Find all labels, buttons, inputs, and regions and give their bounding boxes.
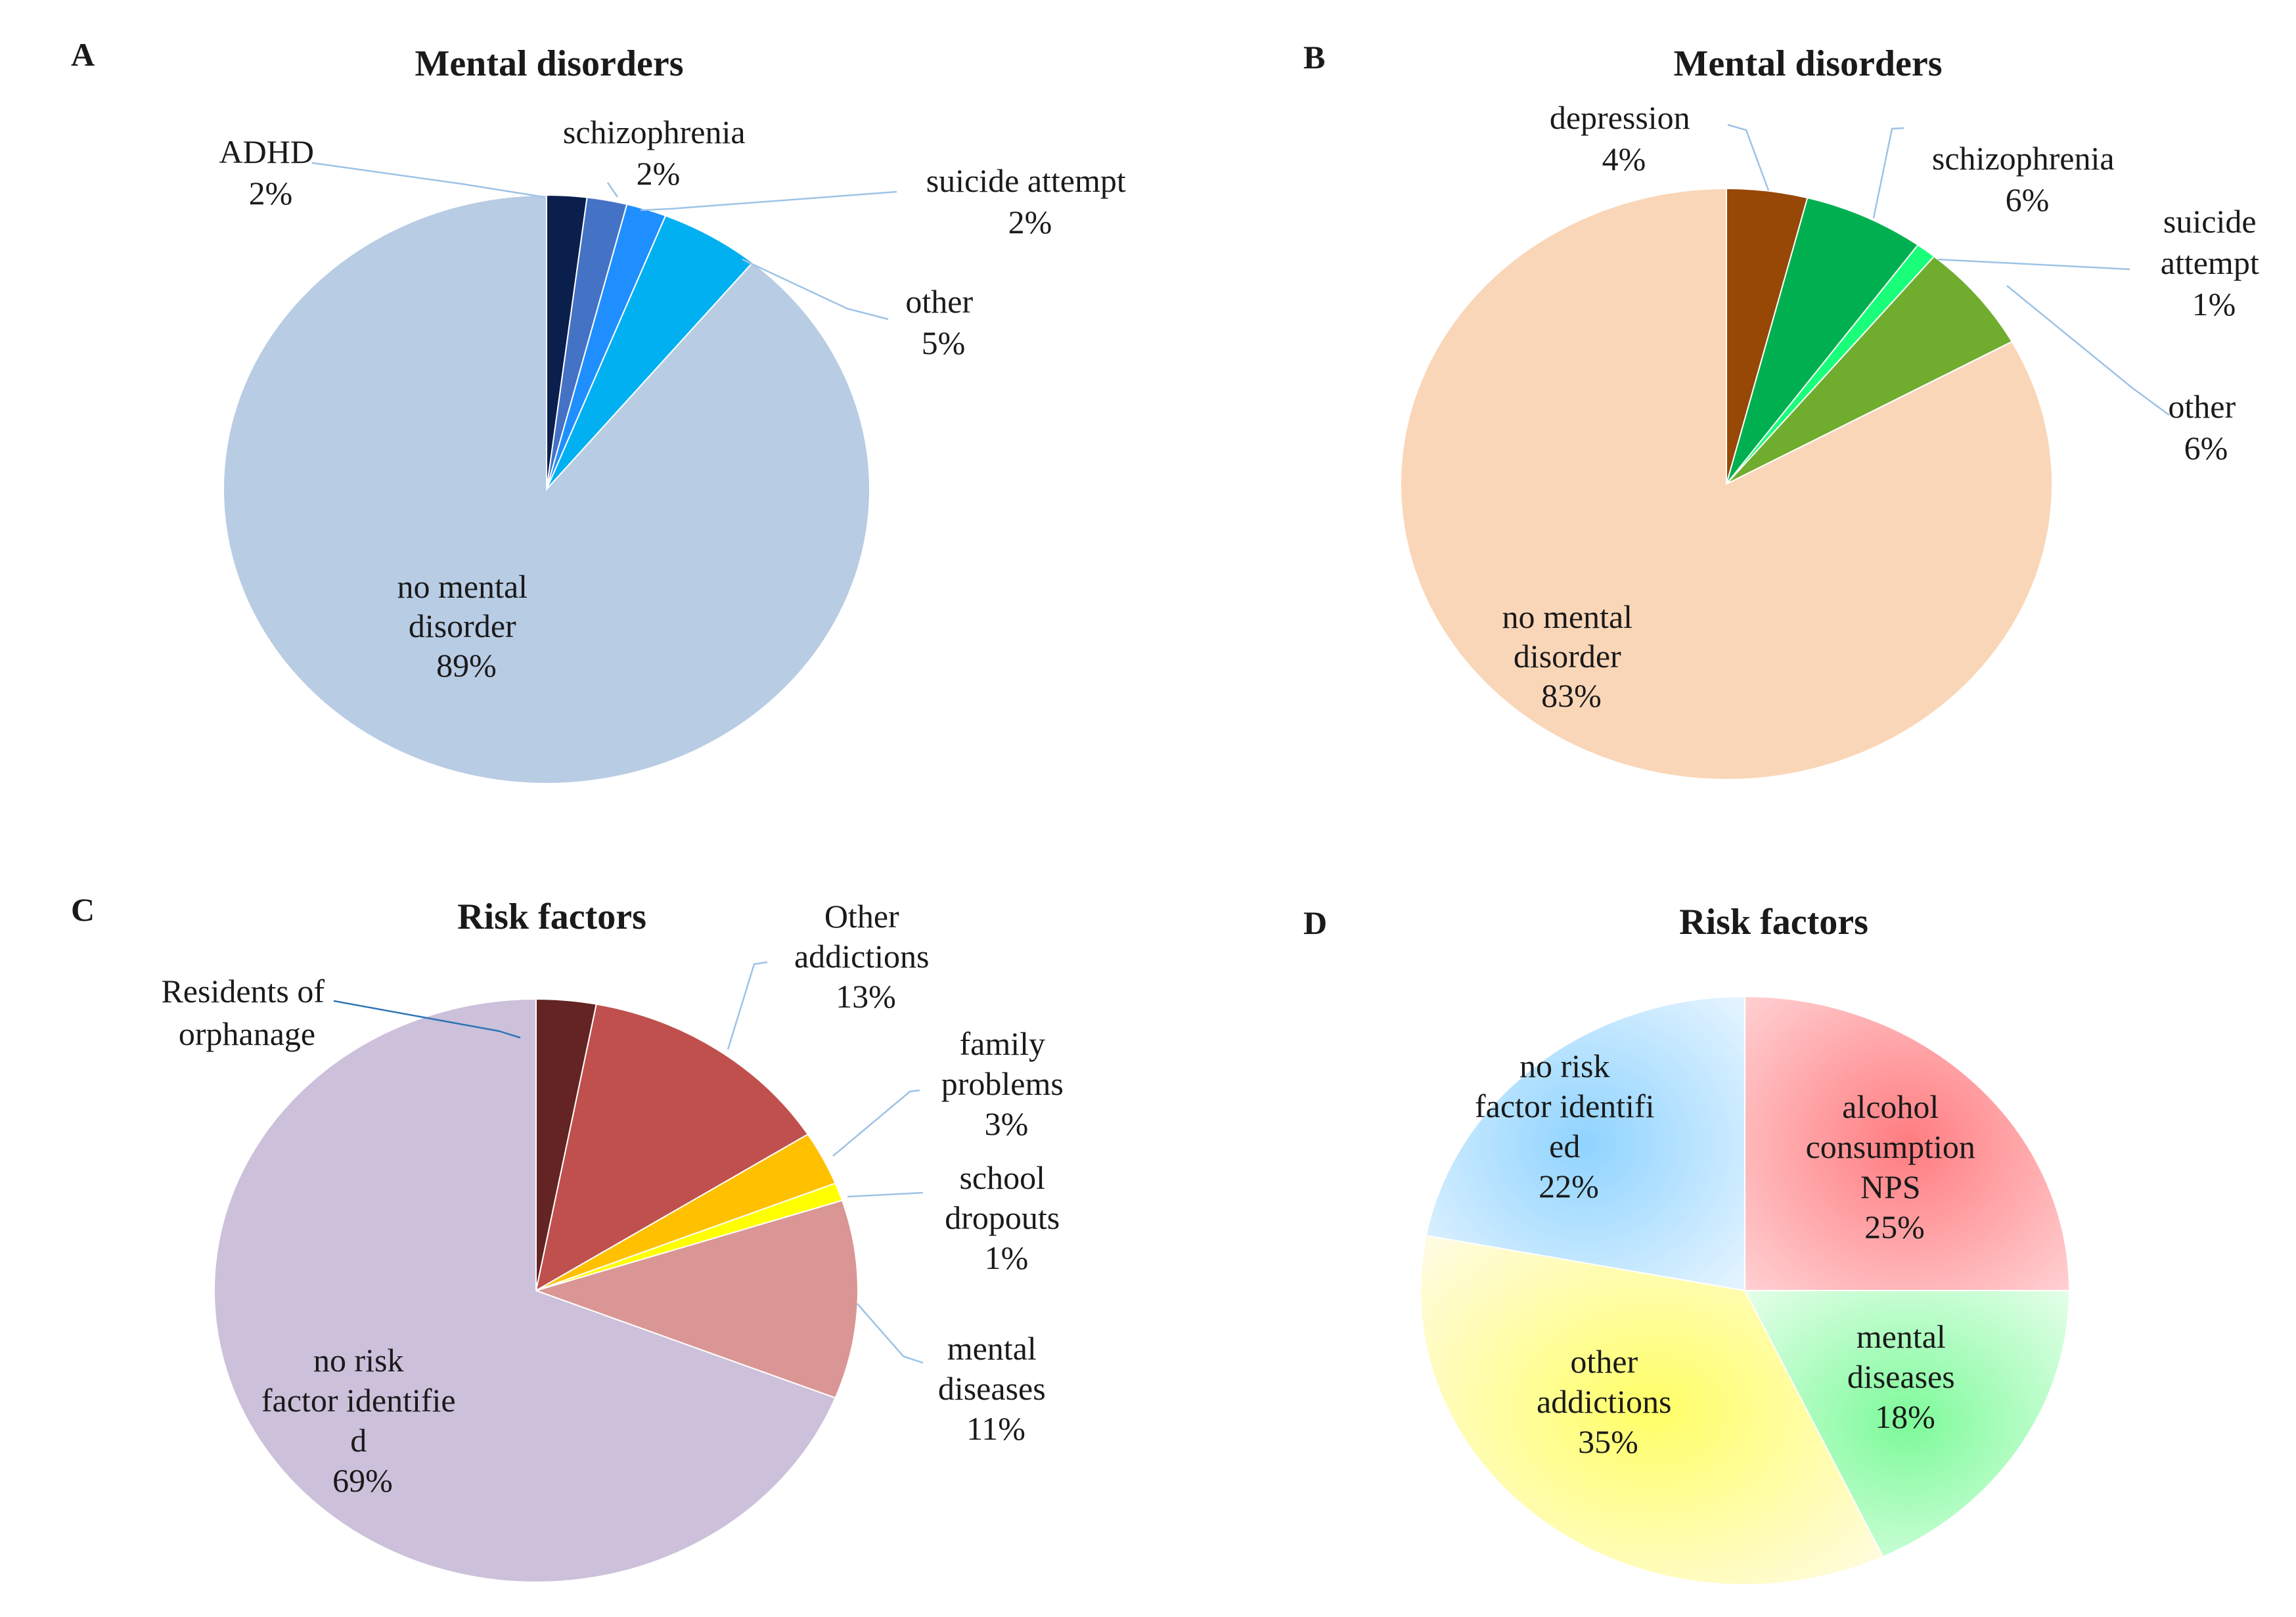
pie-slice-d-none bbox=[1425, 995, 1745, 1292]
pie-slices-d bbox=[1420, 995, 2071, 1585]
leader-line-suicide-b bbox=[1937, 258, 2130, 271]
chart-title-d: Risk factors bbox=[1679, 902, 1868, 942]
leader-line-orphanage bbox=[333, 1000, 521, 1039]
leader-line-adhd bbox=[311, 162, 545, 198]
pie-slice-c-none bbox=[214, 998, 836, 1583]
panel-letter-c: C bbox=[71, 891, 95, 928]
slice-label-alcohol: alcohol consumption NPS 25% bbox=[1806, 1088, 1984, 1245]
slice-label-suicide-b: suicide attempt 1% bbox=[2161, 203, 2267, 322]
pie-slice-c-addictions bbox=[535, 1003, 809, 1292]
slice-label-schizophrenia-b: schizophrenia 6% bbox=[1932, 140, 2123, 218]
panel-c: C Risk factors Residents of orphanage Ot… bbox=[71, 891, 1072, 1583]
pie-slice-d-mental bbox=[1744, 1290, 2071, 1558]
pie-slices-a bbox=[223, 194, 870, 784]
pie-slice-b-none bbox=[1400, 187, 2053, 780]
pie-slice-c-mental bbox=[533, 1199, 859, 1399]
chart-title-b: Mental disorders bbox=[1673, 43, 1942, 84]
slice-label-orphanage: Residents of orphanage bbox=[161, 973, 332, 1052]
pie-slice-d-alcohol bbox=[1744, 995, 2071, 1291]
slice-label-mental-c: mental diseases 11% bbox=[938, 1330, 1054, 1447]
slice-label-none-c: no risk factor identifie d 69% bbox=[261, 1342, 464, 1499]
chart-title-a: Mental disorders bbox=[415, 43, 683, 84]
pie-slice-a-other bbox=[546, 215, 754, 490]
panel-letter-a: A bbox=[71, 36, 95, 73]
chart-title-c: Risk factors bbox=[457, 897, 646, 937]
leader-line-other-a bbox=[742, 258, 889, 321]
panel-letter-d: D bbox=[1303, 904, 1327, 941]
slice-label-mental-d: mental diseases 18% bbox=[1847, 1318, 1963, 1435]
panel-d: D Risk factors alcohol consumption NPS 2… bbox=[1303, 902, 2071, 1585]
slice-label-other-addictions-c: Other addictions 13% bbox=[794, 898, 937, 1015]
slice-label-other-a: other 5% bbox=[905, 283, 981, 361]
leader-line-dropouts bbox=[847, 1191, 924, 1198]
pie-slices-c bbox=[214, 998, 859, 1583]
slice-label-other-b: other 6% bbox=[2168, 388, 2243, 466]
slice-label-family: family problems 3% bbox=[941, 1025, 1072, 1142]
pie-slice-b-schizophrenia bbox=[1726, 196, 1920, 485]
slice-label-adhd: ADHD 2% bbox=[219, 133, 323, 211]
slice-label-suicide-a: suicide attempt 2% bbox=[926, 162, 1135, 240]
pie-slices-b bbox=[1400, 187, 2053, 780]
slice-label-dropouts: school dropouts 1% bbox=[945, 1159, 1068, 1276]
slice-label-schizophrenia-a: schizophrenia 2% bbox=[563, 114, 754, 192]
slice-label-addictions-d: other addictions 35% bbox=[1537, 1343, 1680, 1460]
slice-label-none-b: no mental disorder 83% bbox=[1502, 598, 1640, 714]
leader-line-family bbox=[832, 1089, 920, 1157]
panel-b: B Mental disorders depression 4% schizop… bbox=[1303, 39, 2267, 780]
leader-line-other-addictions-c bbox=[727, 961, 768, 1050]
slice-label-none-d: no risk factor identifi ed 22% bbox=[1475, 1048, 1663, 1205]
slice-label-none-a: no mental disorder 89% bbox=[397, 568, 535, 684]
leader-line-depression bbox=[1727, 123, 1770, 191]
pie-slice-d-addictions bbox=[1420, 1234, 1884, 1585]
leader-line-schizophrenia-a bbox=[606, 182, 619, 198]
leader-line-suicide-a bbox=[640, 190, 897, 211]
panel-a: A Mental disorders ADHD 2% schizophrenia… bbox=[71, 36, 1135, 784]
leader-line-mental-c bbox=[857, 1303, 924, 1364]
slice-label-depression: depression 4% bbox=[1550, 99, 1698, 177]
leader-line-other-b bbox=[2006, 285, 2170, 416]
panel-letter-b: B bbox=[1303, 39, 1325, 76]
pie-slice-a-none bbox=[223, 194, 870, 784]
leader-line-schizophrenia-b bbox=[1872, 127, 1904, 219]
